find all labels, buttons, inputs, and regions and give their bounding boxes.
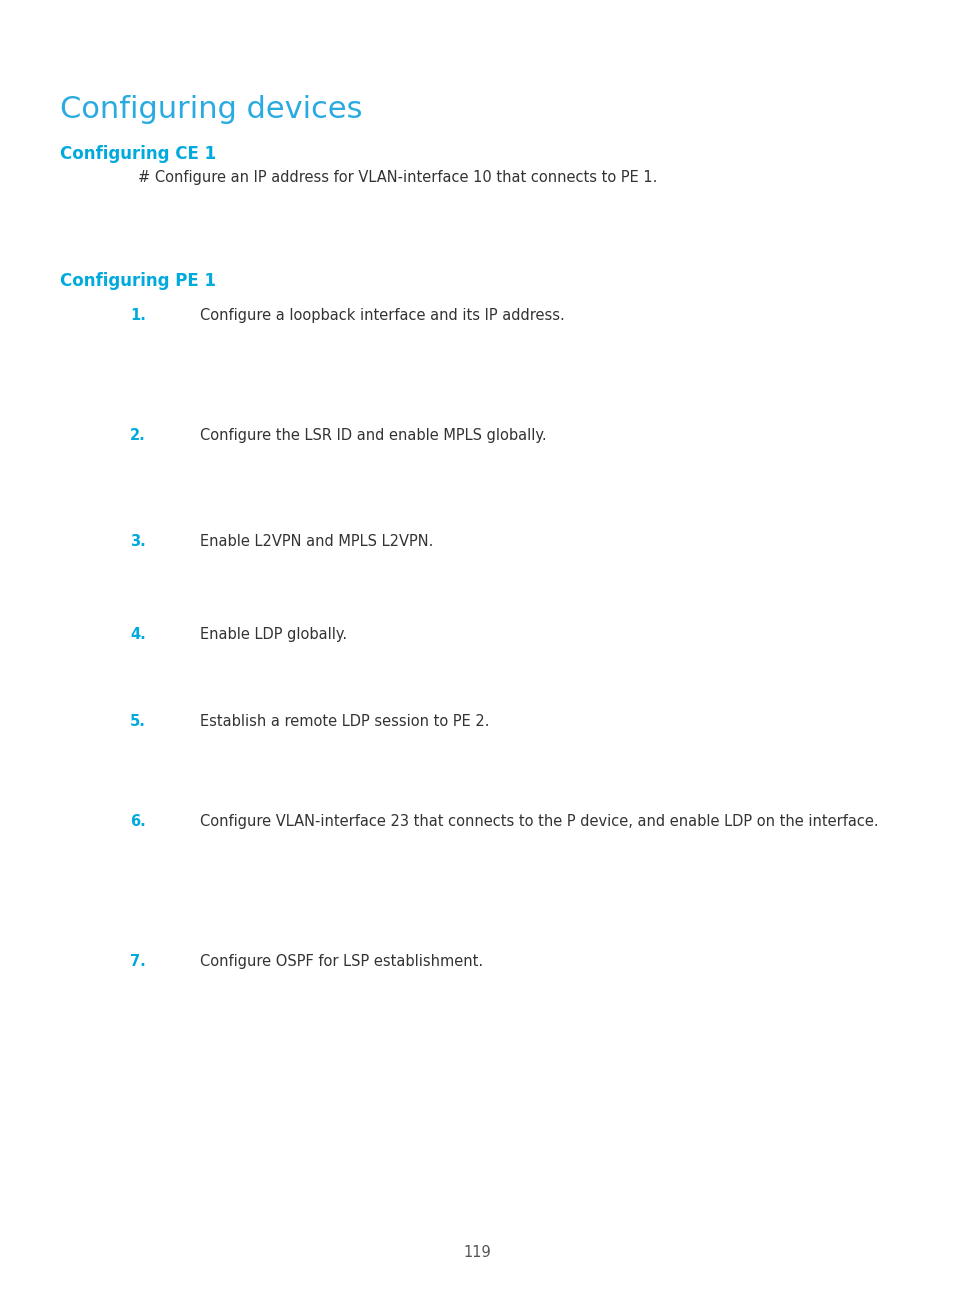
Text: Configuring CE 1: Configuring CE 1: [60, 145, 216, 163]
Text: 5.: 5.: [130, 714, 146, 728]
Text: Configure the LSR ID and enable MPLS globally.: Configure the LSR ID and enable MPLS glo…: [200, 428, 546, 443]
Text: Enable L2VPN and MPLS L2VPN.: Enable L2VPN and MPLS L2VPN.: [200, 534, 433, 550]
Text: 4.: 4.: [130, 627, 146, 642]
Text: Enable LDP globally.: Enable LDP globally.: [200, 627, 347, 642]
Text: Configuring PE 1: Configuring PE 1: [60, 272, 215, 290]
Text: 2.: 2.: [130, 428, 146, 443]
Text: Configure VLAN-interface 23 that connects to the P device, and enable LDP on the: Configure VLAN-interface 23 that connect…: [200, 814, 878, 829]
Text: 7.: 7.: [130, 954, 146, 969]
Text: # Configure an IP address for VLAN-interface 10 that connects to PE 1.: # Configure an IP address for VLAN-inter…: [138, 170, 657, 185]
Text: 119: 119: [462, 1245, 491, 1260]
Text: 6.: 6.: [130, 814, 146, 829]
Text: 1.: 1.: [130, 308, 146, 323]
Text: Configure a loopback interface and its IP address.: Configure a loopback interface and its I…: [200, 308, 564, 323]
Text: Configure OSPF for LSP establishment.: Configure OSPF for LSP establishment.: [200, 954, 482, 969]
Text: Establish a remote LDP session to PE 2.: Establish a remote LDP session to PE 2.: [200, 714, 489, 728]
Text: 3.: 3.: [130, 534, 146, 550]
Text: Configuring devices: Configuring devices: [60, 95, 362, 124]
